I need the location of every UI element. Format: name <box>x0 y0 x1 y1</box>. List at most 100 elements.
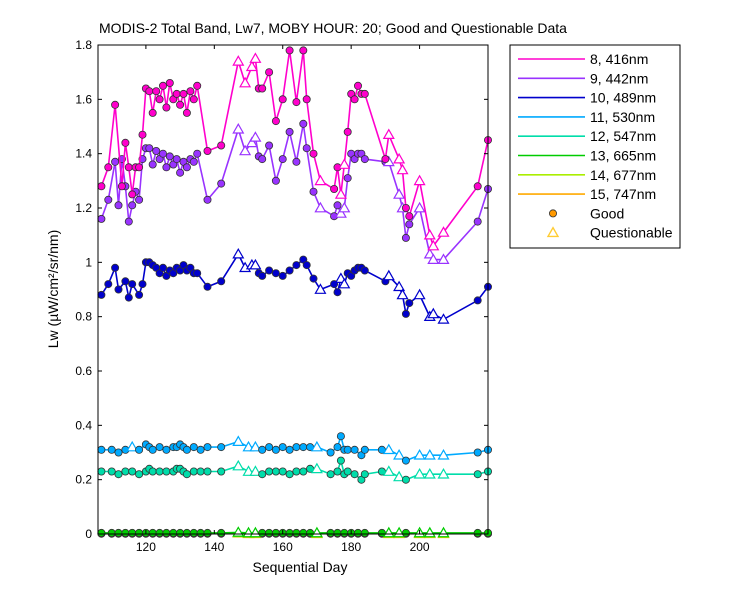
data-point-0-20 <box>176 100 185 109</box>
data-point-0-12 <box>148 108 157 117</box>
data-point-1-59 <box>405 220 414 229</box>
data-point-0-29 <box>239 76 252 88</box>
data-point-3-19 <box>217 443 226 452</box>
data-point-2-41 <box>314 283 327 294</box>
data-point-2-57 <box>405 299 414 308</box>
data-point-0-5 <box>124 163 133 172</box>
data-point-5-31 <box>340 528 349 537</box>
data-point-3-43 <box>401 456 410 465</box>
data-point-1-30 <box>239 144 252 156</box>
data-point-1-20 <box>172 155 181 164</box>
data-point-0-50 <box>353 81 362 90</box>
data-point-2-37 <box>292 261 301 270</box>
data-point-3-28 <box>292 443 301 452</box>
data-point-1-58 <box>401 233 410 242</box>
data-point-1-37 <box>278 155 287 164</box>
data-point-0-2 <box>111 100 120 109</box>
data-point-2-45 <box>338 277 351 289</box>
data-point-1-40 <box>299 119 308 128</box>
data-point-1-6 <box>124 217 133 226</box>
data-point-2-55 <box>396 288 409 300</box>
data-point-3-9 <box>155 443 164 452</box>
data-point-1-34 <box>258 155 267 164</box>
data-point-3-15 <box>182 445 191 454</box>
data-point-1-63 <box>437 253 450 264</box>
data-point-2-54 <box>393 280 406 292</box>
data-point-3-32 <box>326 448 335 457</box>
data-point-5-0 <box>97 528 106 537</box>
data-point-4-47 <box>473 470 482 479</box>
data-point-4-10 <box>162 467 171 476</box>
data-point-1-42 <box>309 187 318 196</box>
data-point-5-2 <box>114 528 123 537</box>
data-point-2-39 <box>302 261 311 270</box>
data-point-1-23 <box>182 163 191 172</box>
data-point-0-11 <box>145 87 154 96</box>
data-point-0-62 <box>437 226 450 237</box>
data-point-0-27 <box>217 141 226 150</box>
data-point-0-26 <box>203 146 212 155</box>
data-point-0-13 <box>152 87 161 96</box>
data-point-0-49 <box>350 95 359 104</box>
data-point-0-43 <box>330 184 339 193</box>
data-point-2-53 <box>382 269 395 281</box>
legend-label-7: 15, 747nm <box>590 186 656 202</box>
data-point-0-46 <box>338 158 351 169</box>
data-point-3-29 <box>299 443 308 452</box>
data-point-3-47 <box>473 448 482 457</box>
data-point-0-33 <box>258 84 267 93</box>
data-point-4-18 <box>203 467 212 476</box>
data-point-4-36 <box>343 467 352 476</box>
data-point-4-31 <box>310 462 323 474</box>
data-point-0-4 <box>121 138 130 147</box>
data-point-3-0 <box>97 445 106 454</box>
data-point-0-57 <box>401 203 410 212</box>
data-point-4-9 <box>155 467 164 476</box>
data-point-0-0 <box>97 182 106 191</box>
data-point-1-25 <box>189 157 198 166</box>
data-point-2-34 <box>271 269 280 278</box>
y-tick-label-3: 0.6 <box>75 364 92 378</box>
data-point-5-4 <box>128 528 137 537</box>
data-point-5-11 <box>176 528 185 537</box>
data-point-5-8 <box>155 528 164 537</box>
data-point-5-34 <box>360 528 369 537</box>
data-point-0-28 <box>232 55 245 66</box>
data-point-5-7 <box>148 528 157 537</box>
data-point-4-20 <box>232 459 245 471</box>
data-point-3-46 <box>437 448 450 460</box>
data-point-2-40 <box>309 274 318 283</box>
data-point-1-41 <box>302 144 311 153</box>
data-point-2-60 <box>427 307 440 319</box>
plot-area <box>98 45 488 534</box>
data-point-3-20 <box>232 435 245 446</box>
data-point-0-24 <box>189 95 198 104</box>
data-point-0-54 <box>382 128 395 139</box>
data-point-0-22 <box>182 108 191 117</box>
data-point-5-21 <box>265 528 274 537</box>
legend-label-0: 8, 416nm <box>590 51 648 67</box>
data-point-4-5 <box>135 470 144 479</box>
data-point-3-33 <box>333 443 342 452</box>
data-point-3-23 <box>258 445 267 454</box>
data-point-1-0 <box>97 214 106 223</box>
data-point-4-4 <box>128 467 137 476</box>
data-point-2-33 <box>265 266 274 275</box>
data-point-1-17 <box>162 163 171 172</box>
data-point-4-3 <box>121 467 130 476</box>
data-point-0-59 <box>413 174 426 186</box>
data-point-0-21 <box>179 89 188 98</box>
data-point-4-15 <box>182 470 191 479</box>
data-point-1-27 <box>203 195 212 204</box>
data-point-3-37 <box>350 445 359 454</box>
data-point-1-62 <box>427 253 440 264</box>
data-point-2-0 <box>97 290 106 299</box>
data-point-0-39 <box>299 46 308 55</box>
data-point-5-20 <box>258 528 267 537</box>
data-point-3-17 <box>196 445 205 454</box>
data-point-2-61 <box>437 313 450 324</box>
legend-label-4: 12, 547nm <box>590 128 656 144</box>
data-point-0-47 <box>343 127 352 136</box>
data-point-2-7 <box>135 290 144 299</box>
data-point-1-38 <box>285 127 294 136</box>
